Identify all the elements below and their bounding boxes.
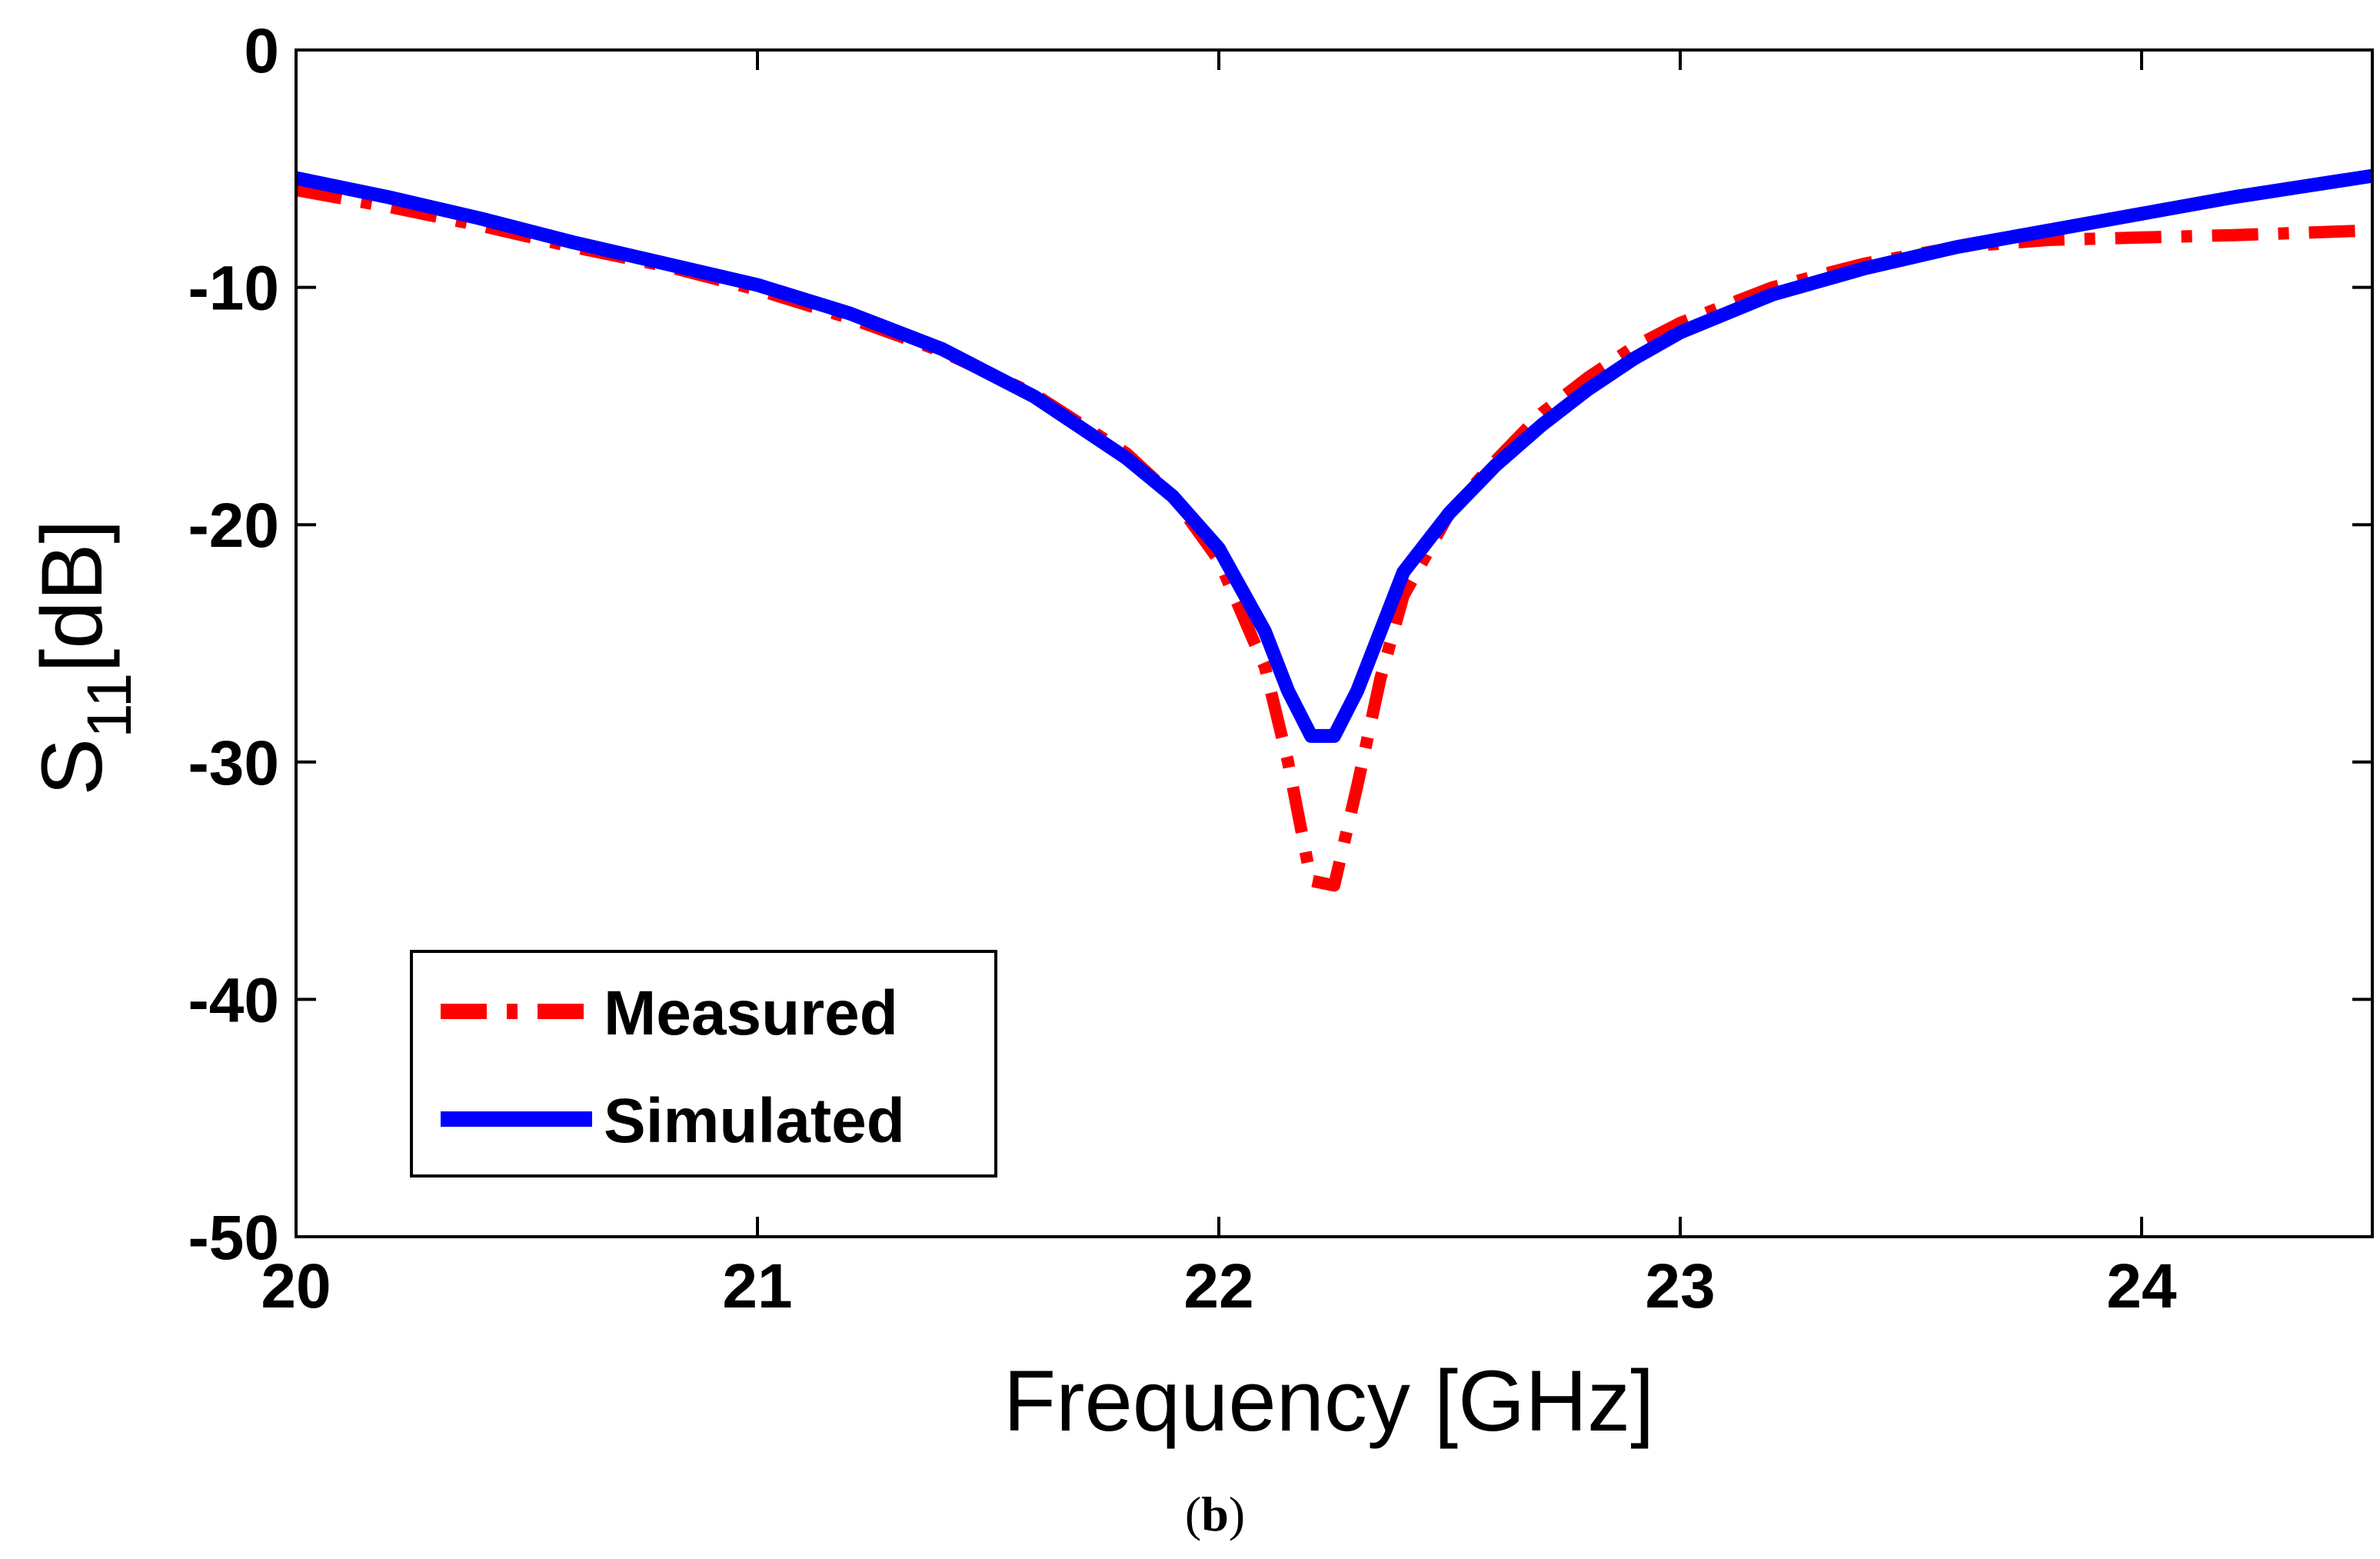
y-axis-title-unit: [dB] [24, 519, 120, 672]
axes-layer [295, 48, 2374, 1238]
caption-close: ) [1229, 1487, 1245, 1541]
y-tick-label--50: -50 [188, 1203, 279, 1273]
svg-text:S11[dB]: S11[dB] [24, 519, 145, 795]
legend: Measured Simulated [410, 950, 997, 1178]
x-tick-label-20: 20 [261, 1251, 331, 1321]
legend-label-simulated: Simulated [604, 1086, 905, 1156]
y-axis-title-subscript: 11 [75, 673, 145, 738]
series-line-simulated [295, 168, 2374, 743]
ticks-layer: 20 21 22 23 24 0 -10 -20 -30 -40 -50 [188, 16, 2372, 1321]
y-tick-label--20: -20 [188, 491, 279, 561]
x-tick-label-24: 24 [2106, 1251, 2177, 1321]
caption-letter: b [1201, 1487, 1229, 1541]
x-tick-label-23: 23 [1645, 1251, 1715, 1321]
y-tick-label-0: 0 [244, 16, 279, 86]
y-tick-label--30: -30 [188, 728, 279, 798]
series-layer [295, 168, 2374, 892]
plot-frame [295, 48, 2374, 1238]
x-axis-title: Frequency [GHz] [1004, 1353, 1655, 1449]
legend-label-measured: Measured [604, 978, 898, 1048]
y-tick-label--40: -40 [188, 965, 279, 1035]
y-axis-title-main: S [24, 738, 120, 796]
y-axis-title: S11[dB] [24, 519, 145, 795]
figure-caption: (b) [1185, 1487, 1245, 1541]
caption-open: ( [1185, 1487, 1201, 1541]
x-tick-label-22: 22 [1183, 1251, 1253, 1321]
x-tick-label-21: 21 [722, 1251, 792, 1321]
legend-box [410, 950, 997, 1178]
y-tick-label--10: -10 [188, 254, 279, 324]
